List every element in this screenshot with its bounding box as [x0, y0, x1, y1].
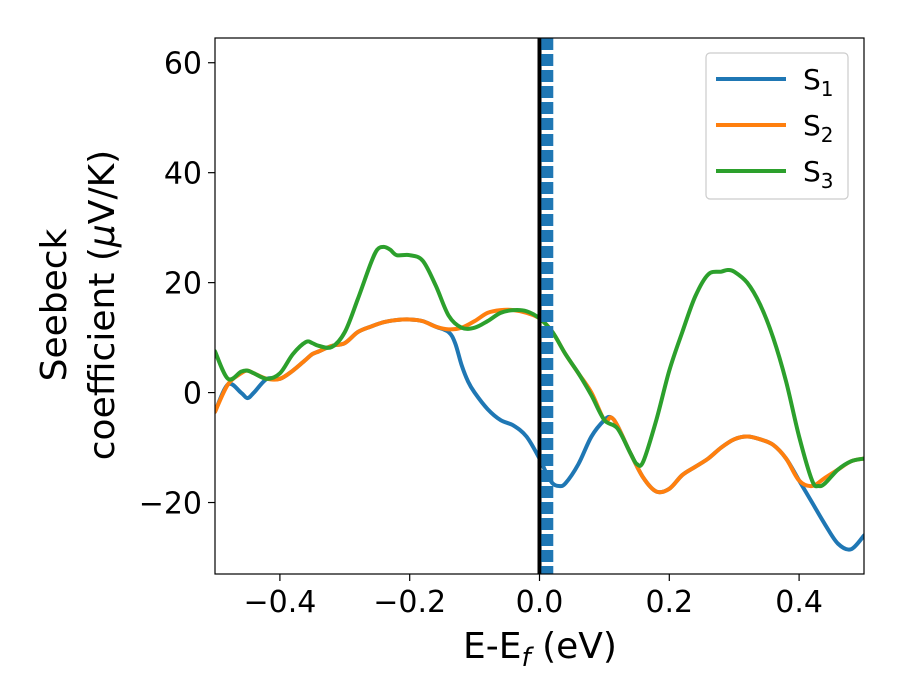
y-axis-label: Seebeck coefficient (μV/K) [34, 150, 123, 460]
x-axis-label: E-Ef (eV) [463, 626, 617, 673]
series-layer [215, 244, 864, 552]
y-tick-label: −20 [139, 487, 202, 522]
legend-label-S2: S2 [803, 109, 834, 147]
x-axis-label-unit: (eV) [531, 626, 617, 667]
y-tick-label: 60 [164, 47, 202, 82]
vertical-lines-layer [537, 38, 554, 574]
legend-label-S3: S3 [803, 155, 834, 193]
x-tick-label: −0.2 [373, 585, 446, 620]
y-tick-label: 40 [164, 157, 202, 192]
y-tick-label: 0 [183, 377, 202, 412]
x-tick-label: 0.0 [516, 585, 564, 620]
x-tick-label: 0.4 [775, 585, 823, 620]
axes-layer: −0.4 −0.2 0.0 0.2 0.4 −20 0 20 40 60 [139, 37, 865, 620]
y-axis-label-line1: Seebeck [34, 228, 75, 381]
series-line-S3 [215, 244, 864, 489]
legend: S1 S2 S3 [705, 52, 849, 200]
legend-label-S1: S1 [803, 63, 834, 101]
x-axis-label-main: E-E [463, 626, 521, 667]
y-axis-label-prefix: coefficient ( [82, 247, 123, 460]
x-tick-label: 0.2 [645, 585, 693, 620]
y-axis-label-line2: coefficient (μV/K) [82, 150, 123, 460]
x-tick-label: −0.4 [243, 585, 316, 620]
y-axis-label-unit: V/K) [82, 150, 123, 224]
y-tick-label: 20 [164, 267, 202, 302]
y-axis-label-mu: μ [82, 224, 123, 248]
